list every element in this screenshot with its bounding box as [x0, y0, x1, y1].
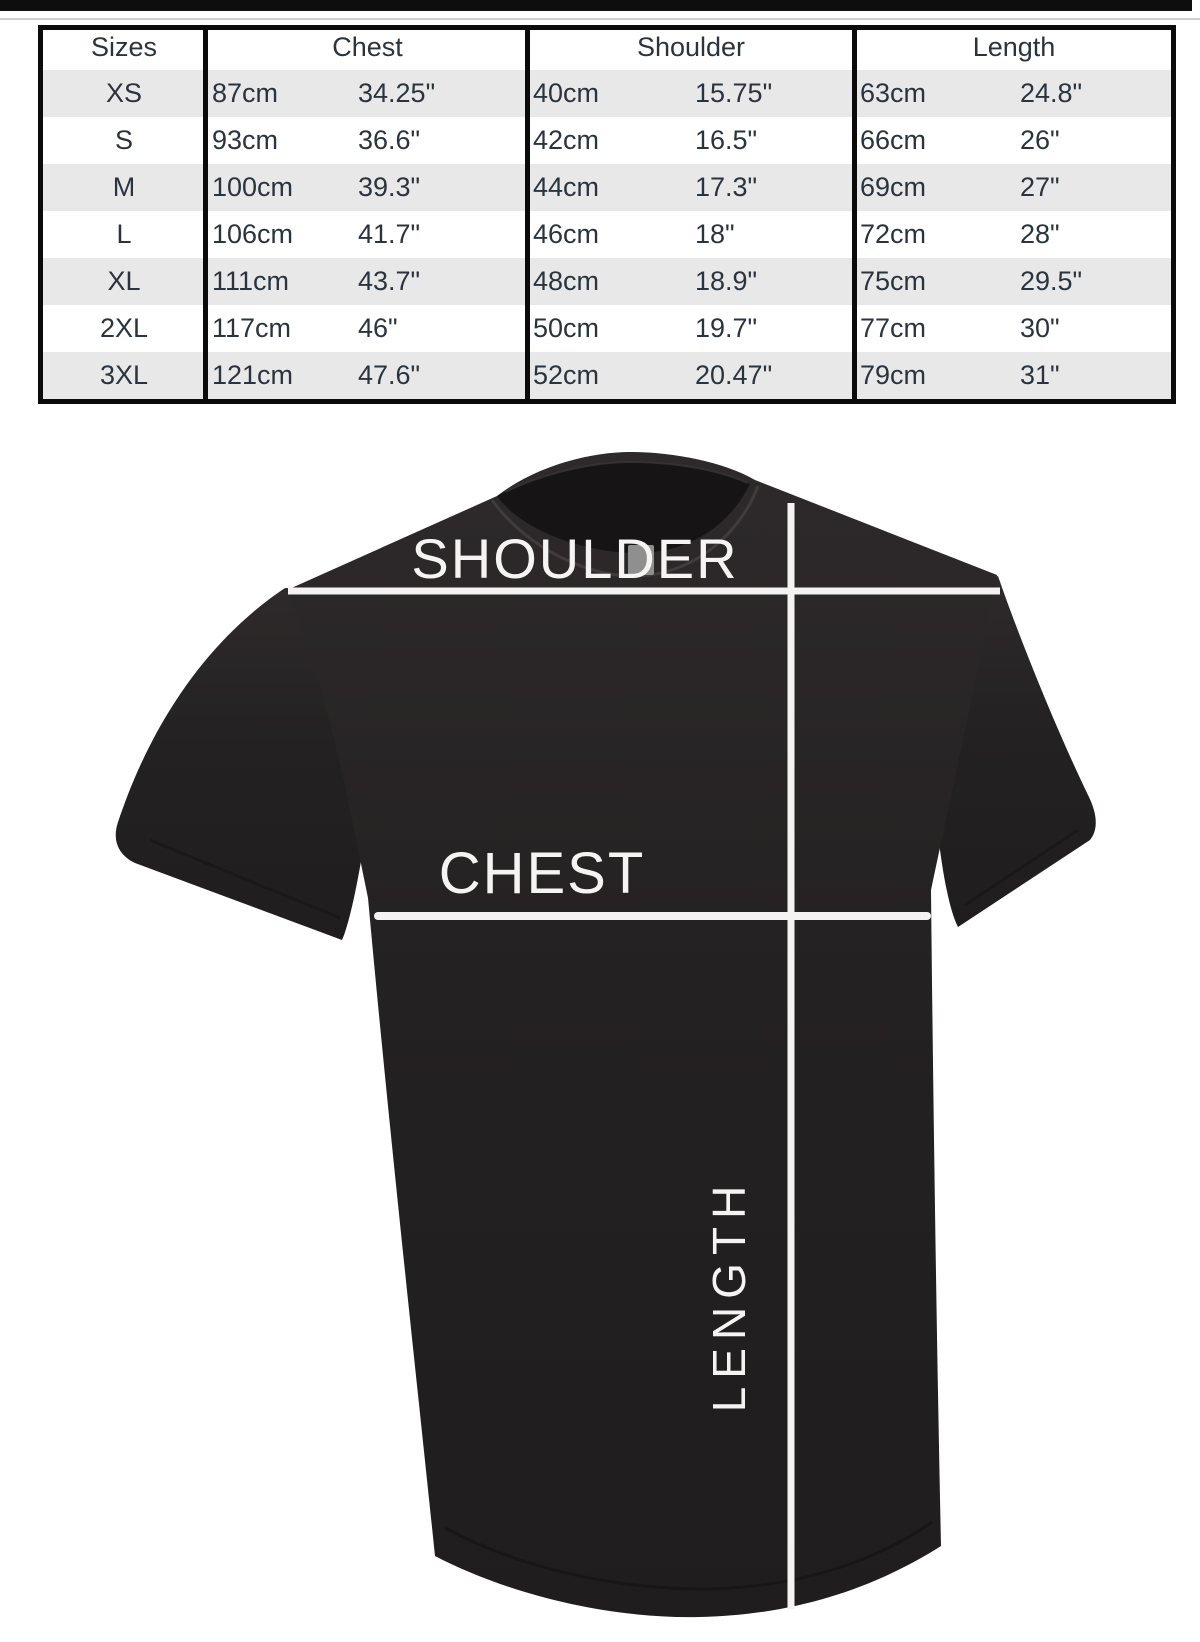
header-sizes: Sizes	[90, 32, 158, 62]
header-chest: Chest	[332, 32, 403, 62]
shoulder-in: 16.5"	[695, 125, 758, 155]
left-cuff-stitch	[149, 838, 341, 920]
tshirt-measurement-diagram: SHOULDER CHEST LENGTH	[115, 452, 1096, 1618]
shoulder-cm: 48cm	[533, 266, 600, 296]
size-label: XL	[107, 266, 141, 296]
chest-cm: 121cm	[212, 360, 294, 390]
shoulder-cm: 42cm	[533, 125, 600, 155]
length-cm: 63cm	[860, 78, 927, 108]
shoulder-cm: 46cm	[533, 219, 600, 249]
top-hairline	[0, 18, 1200, 20]
table-row: XS 87cm 34.25" 40cm 15.75" 63cm 24.8"	[43, 70, 1171, 117]
size-label: M	[112, 172, 136, 202]
tshirt-body	[287, 452, 997, 1618]
size-label: XS	[105, 78, 143, 108]
length-in: 26"	[1020, 125, 1060, 155]
length-in: 27"	[1020, 172, 1060, 202]
size-label: 3XL	[99, 360, 149, 390]
header-shoulder: Shoulder	[636, 32, 746, 62]
chest-label: CHEST	[439, 841, 646, 906]
shoulder-in: 17.3"	[695, 172, 758, 202]
chest-cm: 87cm	[212, 78, 279, 108]
header-length: Length	[972, 32, 1056, 62]
length-in: 29.5"	[1020, 266, 1083, 296]
length-cm: 75cm	[860, 266, 927, 296]
size-label: S	[114, 125, 133, 155]
shoulder-cm: 44cm	[533, 172, 600, 202]
chest-cm: 117cm	[212, 313, 292, 343]
shoulder-in: 15.75"	[695, 78, 773, 108]
shoulder-in: 19.7"	[695, 313, 758, 343]
size-chart-table: Sizes Chest Shoulder Length XS 87cm 34.2…	[0, 0, 1200, 420]
right-cuff-stitch	[964, 828, 1079, 907]
chest-in: 43.7"	[358, 266, 421, 296]
length-cm: 69cm	[860, 172, 927, 202]
chest-in: 34.25"	[358, 78, 436, 108]
chest-cm: 100cm	[212, 172, 294, 202]
size-label: L	[116, 219, 132, 249]
table-row: 3XL 121cm 47.6" 52cm 20.47" 79cm 31"	[43, 352, 1171, 399]
shoulder-cm: 50cm	[533, 313, 600, 343]
neck-label-tag	[628, 545, 654, 575]
tshirt-collar-opening	[497, 462, 750, 554]
length-label: LENGTH	[703, 1178, 755, 1413]
length-in: 31"	[1020, 360, 1060, 390]
shoulder-label: SHOULDER	[411, 527, 738, 590]
length-cm: 79cm	[860, 360, 927, 390]
chest-cm: 106cm	[212, 219, 294, 249]
shoulder-in: 20.47"	[695, 360, 773, 390]
length-cm: 72cm	[860, 219, 927, 249]
table-row: 2XL 117cm 46" 50cm 19.7" 77cm 30"	[43, 305, 1171, 352]
length-in: 30"	[1020, 313, 1060, 343]
collar-top-edge	[504, 460, 749, 493]
table-header-row: Sizes Chest Shoulder Length	[43, 25, 1171, 70]
collar-seam	[490, 485, 760, 578]
length-in: 24.8"	[1020, 78, 1083, 108]
table-row: L 106cm 41.7" 46cm 18" 72cm 28"	[43, 211, 1171, 258]
shoulder-cm: 40cm	[533, 78, 600, 108]
chest-cm: 93cm	[212, 125, 279, 155]
hem-stitch	[444, 1520, 933, 1591]
length-cm: 66cm	[860, 125, 927, 155]
column-divider	[852, 25, 857, 404]
top-border-bar	[0, 0, 1192, 11]
shoulder-in: 18.9"	[695, 266, 758, 296]
chest-in: 39.3"	[358, 172, 421, 202]
shoulder-cm: 52cm	[533, 360, 600, 390]
chest-cm: 111cm	[212, 266, 290, 296]
table-row: XL 111cm 43.7" 48cm 18.9" 75cm 29.5"	[43, 258, 1171, 305]
chest-in: 36.6"	[358, 125, 421, 155]
chest-in: 41.7"	[358, 219, 421, 249]
size-label: 2XL	[99, 313, 149, 343]
table-row: S 93cm 36.6" 42cm 16.5" 66cm 26"	[43, 117, 1171, 164]
chest-in: 47.6"	[358, 360, 421, 390]
column-divider	[525, 25, 530, 404]
table-border	[38, 25, 1176, 404]
length-cm: 77cm	[860, 313, 927, 343]
chest-in: 46"	[358, 313, 398, 343]
table-row: M 100cm 39.3" 44cm 17.3" 69cm 27"	[43, 164, 1171, 211]
column-divider	[203, 25, 208, 404]
length-in: 28"	[1020, 219, 1060, 249]
shoulder-in: 18"	[695, 219, 735, 249]
